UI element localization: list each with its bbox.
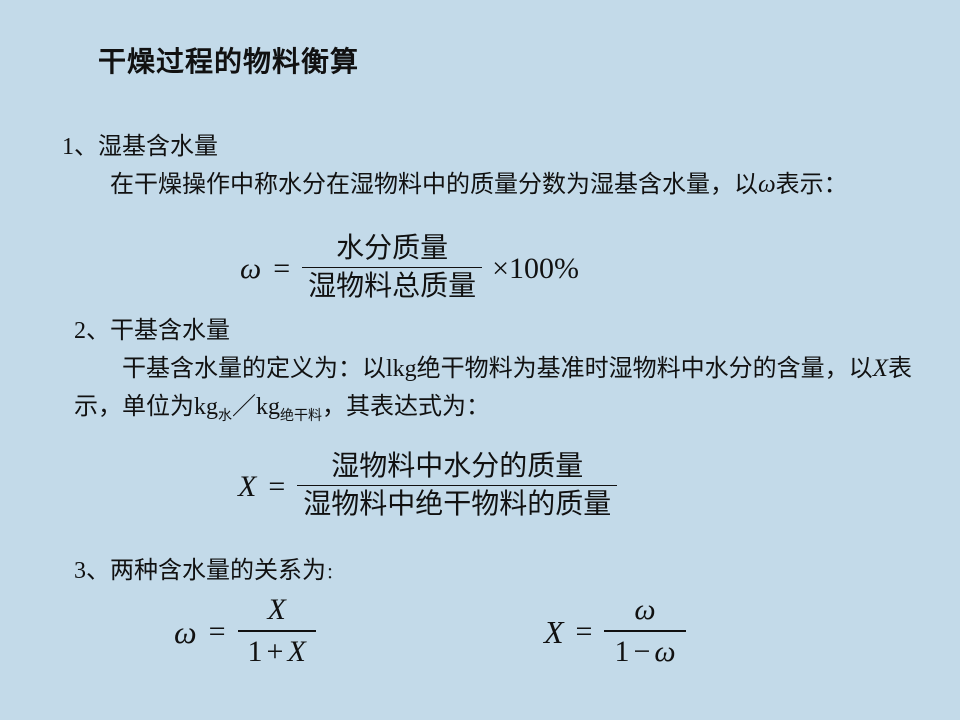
f2-eq: = <box>256 470 297 504</box>
f4-lhs: X <box>544 616 564 648</box>
formula-x: X = 湿物料中水分的质量 湿物料中绝干物料的质量 <box>238 452 617 522</box>
f1-lhs: ω <box>240 254 261 284</box>
f1-tail: ×100% <box>482 252 579 286</box>
s2-c: ，其表达式为： <box>322 394 490 420</box>
section-1-text: 1、湿基含水量 在干燥操作中称水分在湿物料中的质量分数为湿基含水量，以ω表示： <box>62 128 912 204</box>
s3-heading: 3、两种含水量的关系为 <box>74 558 326 584</box>
f3-num: X <box>257 594 295 628</box>
s1-symbol: ω <box>758 171 776 198</box>
f2-den: 湿物料中绝干物料的质量 <box>297 490 617 521</box>
f1-eq: = <box>261 252 302 286</box>
s1-prefix: 在干燥操作中称水分在湿物料中的质量分数为湿基含水量，以 <box>110 172 758 198</box>
s1-heading: 1、湿基含水量 <box>62 134 218 160</box>
f3-den: 1+X <box>238 636 316 670</box>
slide-title: 干燥过程的物料衡算 <box>98 40 359 80</box>
f1-fraction: 水分质量 湿物料总质量 <box>302 234 482 304</box>
s2-heading: 2、干基含水量 <box>74 318 230 344</box>
f2-lhs: X <box>238 472 256 502</box>
formula-relation-right: X = ω 1−ω <box>544 594 686 669</box>
s2-sub1: 水 <box>218 409 232 424</box>
f4-num: ω <box>624 594 665 628</box>
f3-eq: = <box>197 615 238 649</box>
s2-a: 干基含水量的定义为：以lkg绝干物料为基准时湿物料中水分的含量，以 <box>122 356 873 382</box>
f1-num: 水分质量 <box>330 234 454 265</box>
f4-den: 1−ω <box>604 636 685 670</box>
f2-num: 湿物料中水分的质量 <box>325 452 589 483</box>
f4-fraction: ω 1−ω <box>604 594 685 669</box>
f3-lhs: ω <box>174 616 197 648</box>
s2-symbol: X <box>873 355 888 382</box>
s1-suffix: 表示： <box>776 172 848 198</box>
f3-fraction: X 1+X <box>238 594 316 669</box>
f1-den: 湿物料总质量 <box>302 272 482 303</box>
f2-fraction: 湿物料中水分的质量 湿物料中绝干物料的质量 <box>297 452 617 522</box>
formula-relation-left: ω = X 1+X <box>174 594 316 669</box>
s3-colon: ： <box>326 565 342 582</box>
s2-slash: ／kg <box>232 394 280 420</box>
section-2-text: 2、干基含水量 干基含水量的定义为：以lkg绝干物料为基准时湿物料中水分的含量，… <box>74 312 914 436</box>
section-3-text: 3、两种含水量的关系为： <box>74 552 914 593</box>
formula-omega: ω = 水分质量 湿物料总质量 ×100% <box>240 234 579 304</box>
s2-sub2: 绝干料 <box>280 409 322 424</box>
f4-eq: = <box>564 615 605 649</box>
slide: 干燥过程的物料衡算 1、湿基含水量 在干燥操作中称水分在湿物料中的质量分数为湿基… <box>0 0 960 720</box>
